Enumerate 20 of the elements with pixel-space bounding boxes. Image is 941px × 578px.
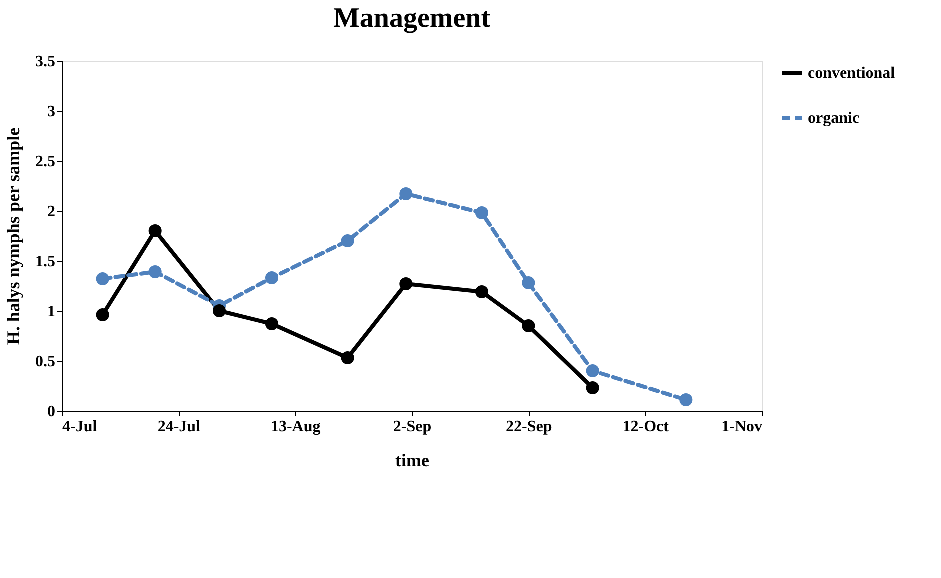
legend-label: organic [808,110,860,127]
legend-label: conventional [808,65,896,82]
y-tick-label: 1 [48,304,56,320]
y-tick-label: 3.5 [36,54,56,70]
y-tick-label: 3 [48,104,56,120]
y-tick-label: 2.5 [36,154,56,170]
x-tick-label: 4-Jul [62,418,98,436]
y-tick-label: 0 [48,404,56,420]
x-tick-label: 2-Sep [393,418,432,436]
chart-title: Management [333,3,492,34]
x-tick-label: 1-Nov [722,418,762,436]
x-tick-label: 22-Sep [506,418,552,436]
y-axis-title: H. halys nymphs per sample [4,128,24,346]
y-tick-label: 2 [48,204,56,220]
x-tick-label: 13-Aug [270,418,321,436]
x-axis-title: time [396,450,430,470]
x-tick-label: 24-Jul [158,418,202,436]
y-tick-label: 1.5 [36,254,56,270]
y-tick-label: 0.5 [36,354,56,370]
x-tick-label: 12-Oct [622,418,670,436]
